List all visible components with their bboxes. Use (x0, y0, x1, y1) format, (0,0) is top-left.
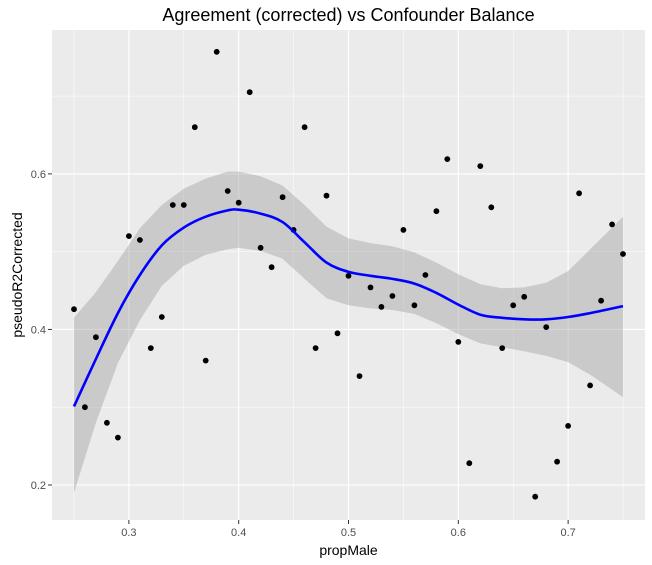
data-point (620, 251, 626, 257)
data-point (147, 345, 154, 351)
y-axis-title: pseudoR2Corrected (9, 212, 25, 337)
data-point (191, 124, 198, 131)
data-point (444, 156, 451, 163)
data-point (433, 208, 440, 215)
data-point (455, 339, 462, 345)
data-point (422, 272, 429, 278)
data-point (235, 199, 242, 206)
data-point (268, 264, 275, 271)
data-point (543, 324, 550, 330)
y-tick-label: 0.6 (31, 169, 46, 181)
data-point (356, 373, 363, 379)
data-point (246, 89, 253, 96)
data-point (104, 419, 110, 426)
data-point (158, 314, 165, 320)
data-point (389, 293, 396, 299)
data-point (257, 244, 264, 251)
data-point (609, 221, 615, 228)
data-point (411, 302, 418, 309)
minor-gridlines (52, 30, 645, 520)
x-tick-label: 0.7 (560, 527, 575, 539)
data-point (202, 357, 209, 364)
data-point (532, 493, 539, 500)
data-point (312, 345, 319, 351)
data-point (279, 194, 286, 201)
data-point (488, 204, 495, 211)
data-point (477, 163, 484, 170)
data-point (93, 334, 99, 341)
data-point (587, 382, 593, 389)
smooth-line (72, 208, 624, 407)
data-point (115, 434, 121, 441)
major-gridlines (52, 30, 645, 520)
data-point (499, 345, 506, 351)
data-point (334, 330, 341, 337)
x-tick-label: 0.5 (341, 527, 356, 539)
data-point (345, 272, 352, 279)
data-point (400, 227, 407, 233)
y-tick-label: 0.4 (31, 324, 46, 336)
data-point (125, 233, 132, 240)
data-point (554, 458, 560, 465)
y-tick-label: 0.2 (31, 480, 46, 492)
data-point (466, 460, 473, 467)
data-point (565, 423, 571, 429)
data-point (510, 302, 517, 309)
data-point (323, 192, 330, 199)
data-point (576, 190, 582, 197)
data-point (301, 124, 308, 131)
data-point (598, 297, 604, 304)
x-tick-label: 0.4 (231, 527, 246, 539)
confidence-band (74, 171, 623, 493)
data-point (180, 202, 187, 208)
data-point (169, 202, 176, 208)
x-axis-title: propMale (319, 542, 378, 558)
data-point (82, 404, 88, 411)
data-point (367, 284, 374, 291)
data-point (71, 306, 77, 313)
x-tick-label: 0.6 (451, 527, 466, 539)
data-point (213, 48, 220, 55)
data-point (521, 293, 528, 300)
chart-title: Agreement (corrected) vs Confounder Bala… (162, 5, 534, 25)
data-point (378, 304, 385, 310)
data-points (71, 48, 626, 500)
data-point (137, 237, 143, 243)
data-point (224, 188, 231, 194)
x-axis-ticks: 0.3 0.4 0.5 0.6 0.7 (121, 520, 576, 539)
x-tick-label: 0.3 (121, 527, 136, 539)
y-axis-ticks: 0.2 0.4 0.6 (31, 169, 52, 492)
